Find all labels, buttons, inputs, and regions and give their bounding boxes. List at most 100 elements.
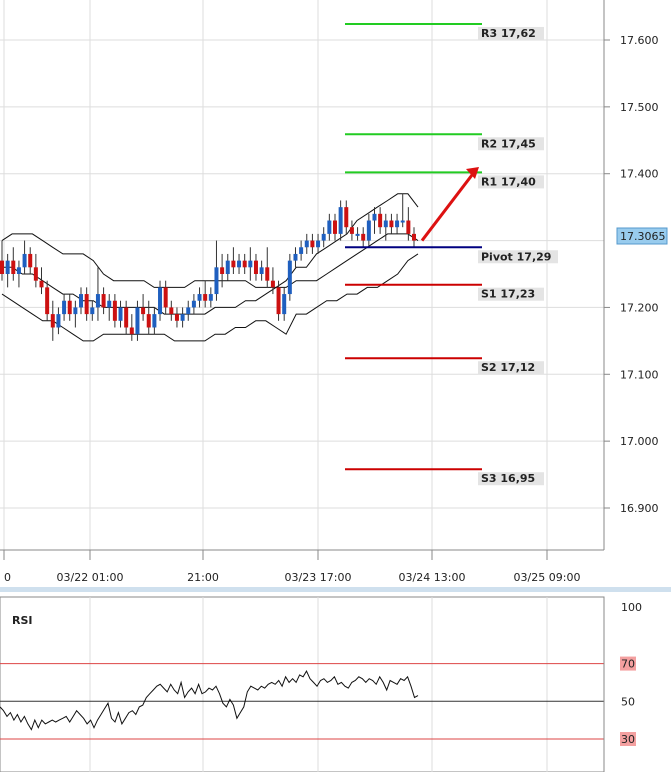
candle-body	[5, 260, 10, 274]
candle-body	[180, 314, 185, 321]
level-label: R3 17,62	[481, 27, 536, 40]
level-label-box	[478, 26, 544, 40]
candle-body	[79, 294, 84, 308]
level-label-box	[478, 287, 544, 301]
candle-body	[349, 227, 354, 234]
candle-body	[237, 260, 242, 268]
candle-body	[118, 307, 123, 321]
bollinger-upper-band	[1, 193, 419, 288]
level-label: Pivot 17,29	[481, 250, 551, 263]
candle-body	[67, 300, 72, 315]
candle-body	[400, 220, 405, 223]
time-tick-label: 21:00	[187, 571, 219, 584]
candle-body	[293, 253, 298, 261]
candle-body	[163, 287, 168, 308]
rsi-tick-label: 100	[621, 601, 642, 614]
candle-body	[225, 260, 230, 274]
pivot-levels: R3 17,62 R2 17,45 R1 17,40 Pivot 17,29 S1 17…	[345, 22, 558, 486]
price-plot-background	[0, 0, 604, 550]
bollinger-lower-band	[1, 253, 419, 342]
price-tick-label: 16.900	[620, 502, 659, 515]
candle-body	[344, 207, 349, 228]
candle-body	[73, 307, 78, 315]
candle-body	[0, 260, 4, 274]
candle-body	[389, 220, 394, 228]
candle-body	[338, 207, 343, 234]
price-tick-label: 17.000	[620, 435, 659, 448]
rsi-line	[0, 670, 419, 731]
candle-body	[107, 300, 112, 308]
candle-body	[383, 220, 388, 228]
candle-body	[50, 314, 55, 328]
candle-body	[112, 300, 117, 321]
candle-body	[146, 314, 151, 328]
rsi-level-lines	[0, 663, 604, 740]
level-label-box	[478, 137, 544, 151]
candle-body	[304, 240, 309, 248]
rsi-plot-background	[0, 596, 605, 772]
rsi-tick-label: 30	[621, 733, 635, 746]
candle-body	[282, 294, 287, 315]
candle-body	[129, 327, 134, 335]
level-label: S2 17,12	[481, 361, 535, 374]
candle-body	[287, 260, 292, 295]
candle-body	[406, 220, 411, 234]
panel-separator	[0, 587, 671, 592]
current-price-label: 17.3065	[620, 230, 666, 243]
level-label: R2 17,45	[481, 137, 536, 150]
level-label: S1 17,23	[481, 288, 535, 301]
candlesticks	[0, 193, 416, 341]
candle-body	[270, 280, 275, 288]
candle-body	[378, 213, 383, 228]
candle-body	[28, 253, 33, 268]
trend-arrow	[420, 167, 479, 242]
candle-body	[259, 267, 264, 274]
candle-body	[22, 253, 27, 268]
rsi-y-axis: 100 70 50 30	[603, 597, 642, 772]
arrow-head	[466, 167, 479, 180]
candle-body	[135, 307, 140, 335]
time-tick-label: 03/25 09:00	[514, 571, 581, 584]
price-tick-label: 17.600	[620, 34, 659, 47]
candle-body	[90, 307, 95, 315]
candle-body	[327, 220, 332, 234]
price-tick-label: 17.200	[620, 301, 659, 314]
candle-body	[276, 287, 281, 315]
candle-body	[158, 287, 163, 315]
rsi-tick-label: 70	[621, 658, 635, 671]
candle-body	[152, 314, 157, 328]
candle-body	[33, 267, 38, 281]
candle-body	[191, 300, 196, 308]
rsi-panel: RSI 100 70 50 30	[0, 596, 642, 772]
candle-body	[214, 267, 219, 295]
candle-body	[197, 294, 202, 301]
bollinger-middle-band	[2, 233, 419, 315]
level-label: R1 17,40	[481, 175, 536, 188]
price-grid	[0, 0, 604, 550]
candle-body	[11, 260, 16, 274]
candle-body	[355, 233, 360, 236]
candle-body	[265, 267, 270, 281]
price-tick-label: 17.500	[620, 101, 659, 114]
candle-body	[141, 307, 146, 315]
candle-body	[16, 267, 21, 274]
time-tick-label: 0	[4, 571, 11, 584]
rsi-tick-box	[620, 732, 636, 746]
candle-body	[124, 307, 129, 328]
candle-body	[45, 287, 50, 315]
candle-body	[95, 294, 100, 308]
bollinger-bands	[1, 193, 419, 342]
time-x-axis: 0 03/22 01:00 21:00 03/23 17:00 03/24 13:00 0…	[3, 550, 581, 584]
candle-body	[208, 294, 213, 301]
time-tick-label: 03/23 17:00	[285, 571, 352, 584]
time-tick-label: 03/22 01:00	[57, 571, 124, 584]
candle-body	[316, 240, 321, 248]
candle-body	[321, 233, 326, 241]
rsi-tick-label: 50	[621, 695, 635, 708]
candle-body	[310, 240, 315, 248]
candle-body	[39, 280, 44, 288]
level-label: S3 16,95	[481, 472, 535, 485]
candle-body	[231, 260, 236, 268]
time-tick-label: 03/24 13:00	[399, 571, 466, 584]
price-tick-label: 17.400	[620, 168, 659, 181]
